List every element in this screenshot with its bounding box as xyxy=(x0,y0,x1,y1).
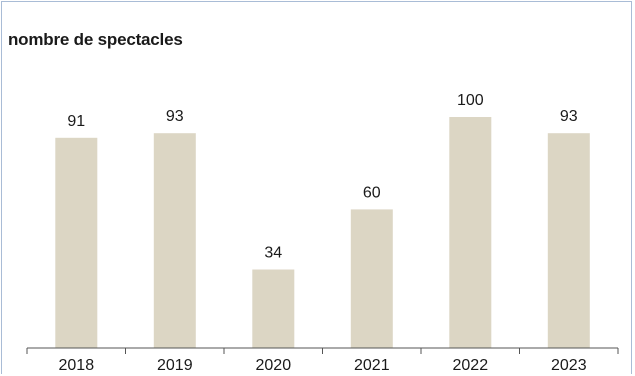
x-tick-label-2020: 2020 xyxy=(256,357,292,374)
x-axis-tick-labels-group: 2018 2019 2020 2021 2022 2023 xyxy=(59,357,587,374)
bar-2018 xyxy=(55,138,97,348)
data-label-2022: 100 xyxy=(457,92,484,109)
bar-2022 xyxy=(449,117,491,348)
data-label-2021: 60 xyxy=(363,184,381,201)
bar-2021 xyxy=(351,209,393,348)
x-tick-label-2022: 2022 xyxy=(453,357,489,374)
bars-group xyxy=(55,117,590,348)
bar-2023 xyxy=(548,133,590,348)
x-tick-label-2021: 2021 xyxy=(354,357,390,374)
data-label-2018: 91 xyxy=(67,113,85,130)
data-label-2019: 93 xyxy=(166,108,184,125)
x-axis-ticks-group xyxy=(27,348,618,354)
x-tick-label-2019: 2019 xyxy=(157,357,193,374)
bar-2019 xyxy=(154,133,196,348)
data-label-2020: 34 xyxy=(264,245,282,262)
bar-2020 xyxy=(252,270,294,349)
value-labels-group: 91 93 34 60 100 93 xyxy=(67,92,577,262)
x-tick-label-2018: 2018 xyxy=(59,357,95,374)
data-label-2023: 93 xyxy=(560,108,578,125)
x-tick-label-2023: 2023 xyxy=(551,357,587,374)
